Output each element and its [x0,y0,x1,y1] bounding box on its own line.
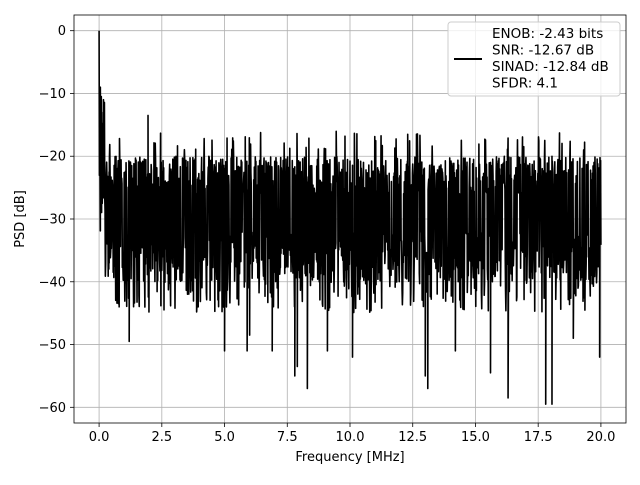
x-tick-label-5-0: 5.0 [214,430,235,445]
psd-series-line [98,30,602,405]
x-tick-label-20-0: 20.0 [586,430,615,445]
data-series [98,30,602,405]
legend-entry-sinad: SINAD: -12.84 dB [492,59,609,75]
x-axis-ticks: 0.0 2.5 5.0 7.5 10.0 12.5 15.0 17.5 20.0 [89,423,615,445]
y-axis-label: PSD [dB] [13,190,28,248]
legend-entry-sfdr: SFDR: 4.1 [492,76,558,92]
x-tick-label-12-5: 12.5 [398,430,427,445]
x-tick-label-15-0: 15.0 [461,430,490,445]
y-tick-label-0: 0 [58,24,66,39]
y-tick-label-minus-40: −40 [39,275,66,290]
legend-box [447,21,621,97]
y-tick-label-minus-30: −30 [39,213,66,228]
legend-entry-snr: SNR: -12.67 dB [492,43,594,59]
y-tick-label-minus-50: −50 [39,338,66,353]
x-axis-label: Frequency [MHz] [295,450,404,465]
y-axis-ticks: 0 −10 −20 −30 −40 −50 −60 [39,24,74,416]
x-tick-label-7-5: 7.5 [277,430,298,445]
y-tick-label-minus-20: −20 [39,150,66,165]
x-tick-label-2-5: 2.5 [151,430,172,445]
y-tick-label-minus-10: −10 [39,87,66,102]
x-tick-label-0-0: 0.0 [89,430,110,445]
legend: ENOB: -2.43 bits SNR: -12.67 dB SINAD: -… [447,21,621,97]
y-tick-label-minus-60: −60 [39,401,66,416]
x-tick-label-17-5: 17.5 [524,430,553,445]
x-tick-label-10-0: 10.0 [336,430,365,445]
legend-entry-enob: ENOB: -2.43 bits [492,26,603,42]
